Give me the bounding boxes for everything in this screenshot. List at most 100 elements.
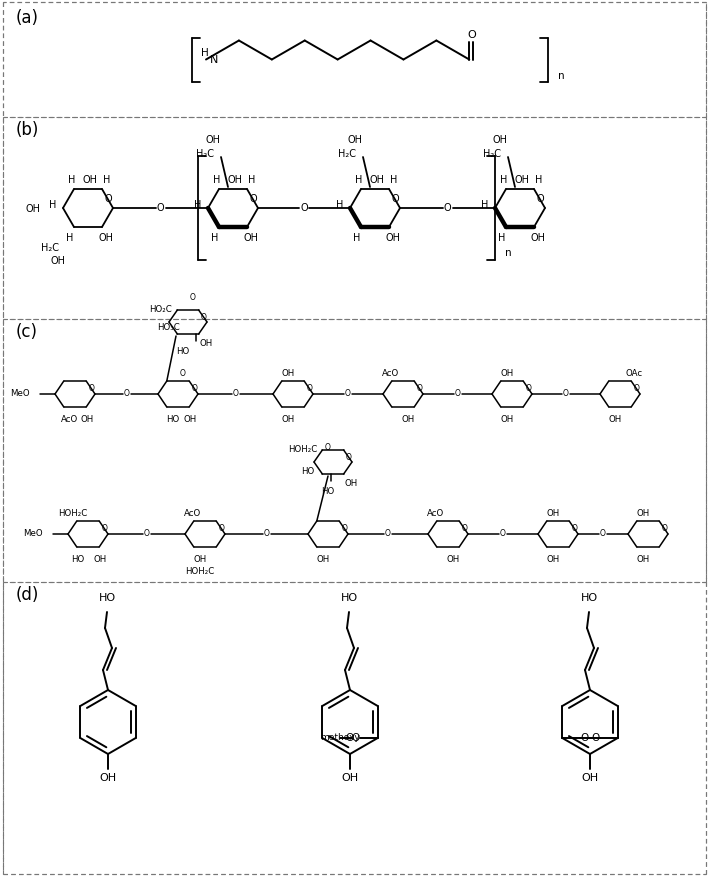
Text: O: O <box>300 203 308 213</box>
Text: HO₂C: HO₂C <box>149 304 172 313</box>
Text: HO: HO <box>340 592 357 602</box>
Text: H: H <box>353 232 361 243</box>
Text: N: N <box>210 54 218 64</box>
Text: H: H <box>201 47 209 57</box>
Text: O: O <box>525 383 532 393</box>
Text: O: O <box>500 529 506 538</box>
Text: OAc: OAc <box>625 368 642 377</box>
Text: O: O <box>307 383 313 393</box>
Text: O: O <box>191 383 198 393</box>
Text: HO: HO <box>99 592 116 602</box>
Text: O: O <box>600 529 606 538</box>
Text: OH: OH <box>243 232 259 243</box>
Text: H: H <box>211 232 218 243</box>
Text: HO: HO <box>167 414 179 423</box>
Text: O: O <box>233 389 238 398</box>
Text: O: O <box>571 524 578 532</box>
Text: HO: HO <box>321 486 335 495</box>
Text: OH: OH <box>369 175 384 185</box>
Text: AcO: AcO <box>428 508 445 517</box>
Text: OH: OH <box>637 508 649 517</box>
Text: H: H <box>336 200 344 210</box>
Text: MeO: MeO <box>11 389 30 398</box>
Text: O: O <box>580 732 588 742</box>
Text: n: n <box>558 70 564 81</box>
Text: (c): (c) <box>16 323 38 340</box>
Text: H: H <box>248 175 256 185</box>
Text: HOH₂C: HOH₂C <box>289 444 318 453</box>
Text: (b): (b) <box>16 121 40 139</box>
Text: OH: OH <box>194 554 206 563</box>
Text: H: H <box>481 200 489 210</box>
Text: O: O <box>190 292 196 301</box>
Text: OH: OH <box>501 368 513 377</box>
Text: H: H <box>391 175 398 185</box>
Text: O: O <box>157 203 164 213</box>
Text: OH: OH <box>199 339 213 347</box>
Text: OH: OH <box>386 232 401 243</box>
Text: OH: OH <box>447 554 459 563</box>
Text: HO: HO <box>301 466 315 475</box>
Text: O: O <box>143 529 150 538</box>
Text: O: O <box>467 30 476 39</box>
Text: H: H <box>194 200 201 210</box>
Text: OH: OH <box>82 175 98 185</box>
Text: H₂C: H₂C <box>338 149 356 159</box>
Text: O: O <box>264 529 269 538</box>
Text: O: O <box>201 312 207 321</box>
Text: OH: OH <box>608 414 622 423</box>
Text: OH: OH <box>228 175 242 185</box>
Text: OH: OH <box>206 135 220 145</box>
Text: HOH₂C: HOH₂C <box>185 566 215 574</box>
Text: O: O <box>537 195 545 204</box>
Text: O: O <box>325 442 331 451</box>
Text: H₂C: H₂C <box>41 243 59 253</box>
Text: H: H <box>498 232 506 243</box>
Text: OH: OH <box>515 175 530 185</box>
Text: O: O <box>563 389 569 398</box>
Text: H: H <box>355 175 363 185</box>
Text: AcO: AcO <box>62 414 79 423</box>
Text: HO: HO <box>177 346 189 355</box>
Text: OH: OH <box>99 772 116 782</box>
Text: H: H <box>213 175 220 185</box>
Text: OH: OH <box>80 414 94 423</box>
Text: O: O <box>454 389 460 398</box>
Text: n: n <box>505 247 511 258</box>
Text: H: H <box>67 232 74 243</box>
Text: O: O <box>634 383 640 393</box>
Text: O: O <box>101 524 108 532</box>
Text: (a): (a) <box>16 9 39 27</box>
Text: OH: OH <box>50 256 65 266</box>
Text: AcO: AcO <box>184 508 201 517</box>
Text: O: O <box>345 732 354 742</box>
Text: OH: OH <box>401 414 415 423</box>
Text: OH: OH <box>184 414 196 423</box>
Text: OH: OH <box>493 135 508 145</box>
Text: OH: OH <box>26 203 41 214</box>
Text: O: O <box>89 383 94 393</box>
Text: O: O <box>444 203 452 213</box>
Text: OH: OH <box>281 368 295 377</box>
Text: OH: OH <box>347 135 362 145</box>
Text: OH: OH <box>316 554 330 563</box>
Text: O: O <box>391 195 399 204</box>
Text: O: O <box>346 452 352 461</box>
Text: O: O <box>345 389 351 398</box>
Text: OH: OH <box>530 232 545 243</box>
Text: H₂C: H₂C <box>196 149 214 159</box>
Text: H: H <box>104 175 111 185</box>
Text: H: H <box>50 200 57 210</box>
Text: H₂C: H₂C <box>483 149 501 159</box>
Text: O: O <box>591 732 600 742</box>
Text: O: O <box>661 524 668 532</box>
Text: H: H <box>68 175 76 185</box>
Text: OH: OH <box>99 232 113 243</box>
Text: OH: OH <box>94 554 106 563</box>
Text: OH: OH <box>547 508 559 517</box>
Text: OH: OH <box>501 414 513 423</box>
Text: O: O <box>180 368 186 377</box>
Text: MeO: MeO <box>23 529 43 538</box>
Text: O: O <box>218 524 225 532</box>
Text: H: H <box>501 175 508 185</box>
